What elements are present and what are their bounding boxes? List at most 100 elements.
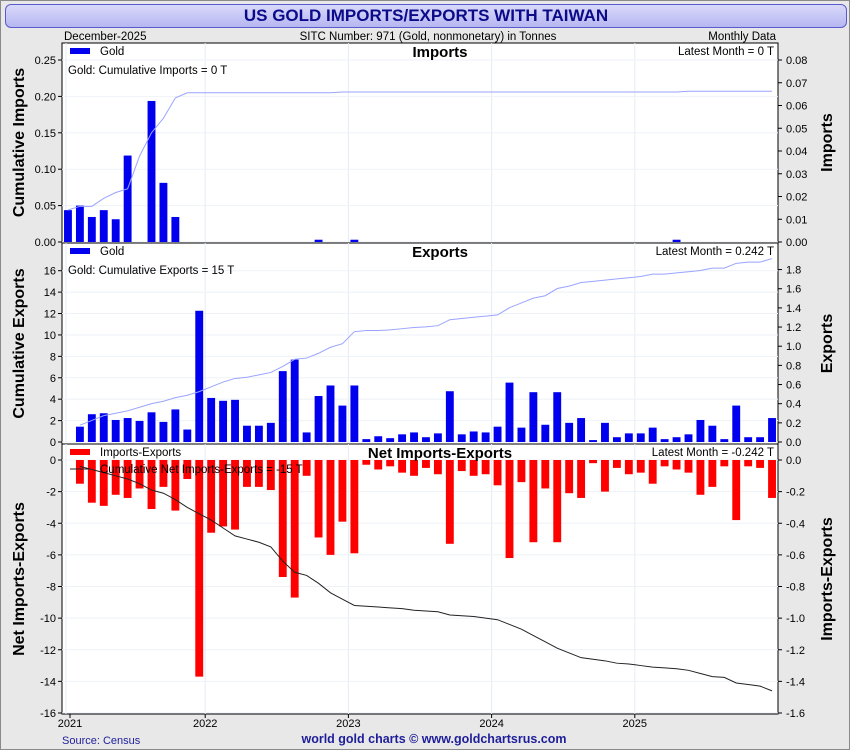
tick-label-left: 0.00 bbox=[35, 237, 56, 249]
tick-label-left: -6 bbox=[46, 550, 56, 562]
bar-net bbox=[636, 460, 645, 473]
bar-exports bbox=[135, 420, 144, 442]
bar-exports bbox=[183, 429, 192, 442]
x-tick-label: 2023 bbox=[336, 718, 360, 730]
tick-label-right: 0.8 bbox=[786, 360, 801, 372]
tick-label-left: -8 bbox=[46, 582, 56, 594]
bar-exports bbox=[111, 419, 120, 442]
header-frequency: Monthly Data bbox=[708, 31, 776, 43]
bar-exports bbox=[207, 397, 216, 442]
latest-month: Latest Month = -0.242 T bbox=[652, 447, 774, 459]
bar-net bbox=[374, 460, 383, 470]
bar-net bbox=[433, 460, 442, 475]
bar-exports bbox=[386, 438, 395, 442]
tick-label-left: 0.05 bbox=[35, 201, 56, 213]
bar-exports bbox=[243, 425, 251, 442]
bar-exports bbox=[254, 425, 263, 442]
tick-label-right: 1.4 bbox=[786, 303, 801, 315]
bar-net bbox=[207, 460, 216, 533]
tick-label-right: 0.6 bbox=[786, 380, 801, 392]
bar-net bbox=[672, 460, 681, 470]
legend-swatch bbox=[70, 248, 90, 254]
bar-net bbox=[398, 460, 407, 473]
tick-label-left: 14 bbox=[44, 287, 56, 299]
bar-exports bbox=[422, 437, 430, 442]
bar-net bbox=[565, 460, 574, 494]
bar-exports bbox=[601, 422, 609, 442]
bar-exports bbox=[517, 427, 526, 442]
bar-net bbox=[183, 460, 192, 479]
tick-label-left: 4 bbox=[50, 394, 56, 406]
panel-title: Imports bbox=[412, 44, 467, 61]
bar-exports bbox=[159, 421, 168, 442]
tick-label-left: 2 bbox=[50, 416, 56, 428]
bar-imports bbox=[123, 155, 132, 242]
tick-label-right: 0.01 bbox=[786, 214, 807, 226]
tick-label-left: 0.15 bbox=[35, 128, 56, 140]
latest-month: Latest Month = 0 T bbox=[678, 46, 774, 58]
tick-label-right: -1.0 bbox=[786, 613, 805, 625]
header-date: December-2025 bbox=[64, 31, 146, 43]
line-cumulative-imports bbox=[67, 90, 773, 211]
tick-label-left: -2 bbox=[46, 487, 56, 499]
bar-net bbox=[111, 460, 120, 495]
tick-label-right: 0.06 bbox=[786, 101, 807, 113]
bar-net bbox=[768, 460, 776, 498]
bar-exports bbox=[708, 425, 717, 442]
bar-exports bbox=[768, 418, 776, 442]
tick-label-right: 0.05 bbox=[786, 123, 807, 135]
tick-label-right: -1.6 bbox=[786, 708, 805, 720]
bar-exports bbox=[147, 412, 156, 442]
plot-area-imports bbox=[61, 42, 779, 243]
tick-label-right: 0.4 bbox=[786, 399, 801, 411]
bar-net bbox=[624, 460, 633, 475]
bar-exports bbox=[123, 418, 132, 442]
bar-exports bbox=[326, 385, 335, 442]
bar-exports bbox=[672, 437, 681, 442]
bar-net bbox=[219, 460, 228, 527]
header-sitc: SITC Number: 971 (Gold, nonmonetary) in … bbox=[300, 31, 557, 43]
axis-title-right: Imports bbox=[819, 113, 836, 172]
tick-label-right: 0.03 bbox=[786, 169, 807, 181]
bar-net bbox=[720, 460, 729, 467]
bar-net bbox=[171, 460, 180, 511]
bar-net bbox=[457, 460, 466, 472]
bar-net bbox=[529, 460, 538, 543]
tick-label-right: 1.2 bbox=[786, 322, 801, 334]
bar-net bbox=[266, 460, 275, 491]
bar-exports bbox=[338, 405, 347, 442]
bar-exports bbox=[433, 433, 442, 442]
tick-label-right: 0.00 bbox=[786, 237, 807, 249]
bar-net bbox=[708, 460, 717, 487]
bar-net bbox=[362, 460, 371, 465]
bar-exports bbox=[505, 382, 514, 442]
tick-label-left: 0.10 bbox=[35, 164, 56, 176]
bar-net bbox=[386, 460, 395, 467]
bar-exports bbox=[410, 432, 418, 442]
bar-net bbox=[326, 460, 335, 555]
tick-label-right: -1.4 bbox=[786, 676, 805, 688]
bar-net bbox=[684, 460, 693, 473]
tick-label-left: -10 bbox=[40, 613, 56, 625]
bar-exports bbox=[75, 426, 84, 442]
legend-swatch bbox=[70, 48, 90, 54]
bar-net bbox=[648, 460, 657, 484]
bar-net bbox=[517, 460, 526, 483]
tick-label-right: 1.8 bbox=[786, 265, 801, 277]
x-tick-label: 2021 bbox=[58, 718, 82, 730]
bar-exports bbox=[314, 396, 323, 442]
chart-title: US GOLD IMPORTS/EXPORTS WITH TAIWAN bbox=[5, 4, 847, 28]
bar-exports bbox=[481, 432, 490, 442]
footer-credit: world gold charts © www.goldchartsrus.co… bbox=[300, 732, 566, 746]
bar-net bbox=[278, 460, 287, 578]
plot-area-net bbox=[61, 443, 779, 715]
tick-label-right: 1.6 bbox=[786, 284, 801, 296]
tick-label-left: 10 bbox=[44, 330, 56, 342]
cumulative-note: Gold: Cumulative Exports = 15 T bbox=[68, 265, 234, 277]
bar-exports bbox=[469, 431, 478, 442]
tick-label-left: -12 bbox=[40, 645, 56, 657]
bar-exports bbox=[684, 434, 693, 442]
bar-net bbox=[481, 460, 490, 475]
bar-net bbox=[147, 460, 156, 510]
bar-exports bbox=[744, 437, 753, 442]
